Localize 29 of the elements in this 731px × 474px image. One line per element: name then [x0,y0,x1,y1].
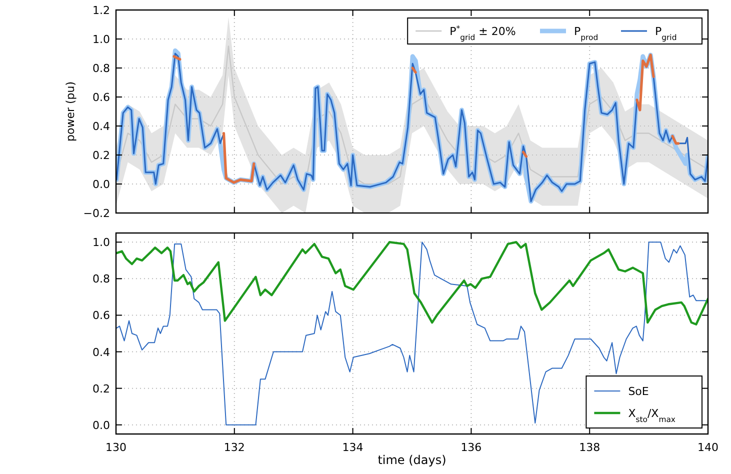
y-tick-label: 0.0 [92,178,110,191]
y-tick-label: 0.6 [92,91,110,104]
x-tick-label: 134 [342,441,364,454]
y-tick-label: 1.0 [92,236,110,250]
y-tick-label: 0.2 [92,382,110,396]
y-tick-label: 1.0 [92,33,110,46]
legend-label: X$_{sto}$/X$_{max}$ [628,407,676,424]
y-axis-title: power (pu) [64,81,77,142]
y-tick-label: 0.8 [92,62,110,75]
x-tick-label: 138 [579,441,600,454]
legend-label: SoE [628,385,649,398]
y-tick-label: 0.8 [92,272,110,286]
legend-label: P$_{grid}$ [655,25,677,42]
y-tick-label: 0.4 [92,120,110,133]
line-series [116,241,708,326]
y-tick-label: −0.2 [83,207,110,220]
x-axis-title: time (days) [378,453,446,467]
y-tick-label: 0.0 [92,418,110,432]
y-tick-label: 0.4 [92,346,110,359]
x-tick-label: 140 [698,441,718,454]
x-tick-label: 136 [460,441,482,454]
legend-label: P$_{prod}$ [574,25,598,42]
x-tick-label: 130 [106,441,126,454]
line-series [116,242,708,426]
x-tick-label: 132 [224,441,245,454]
y-tick-label: 1.2 [92,4,110,17]
y-tick-label: 0.6 [92,309,110,322]
y-tick-label: 0.2 [92,149,110,162]
legend-label: P$^{*}$$_{grid}$ ± 20% [450,24,516,42]
